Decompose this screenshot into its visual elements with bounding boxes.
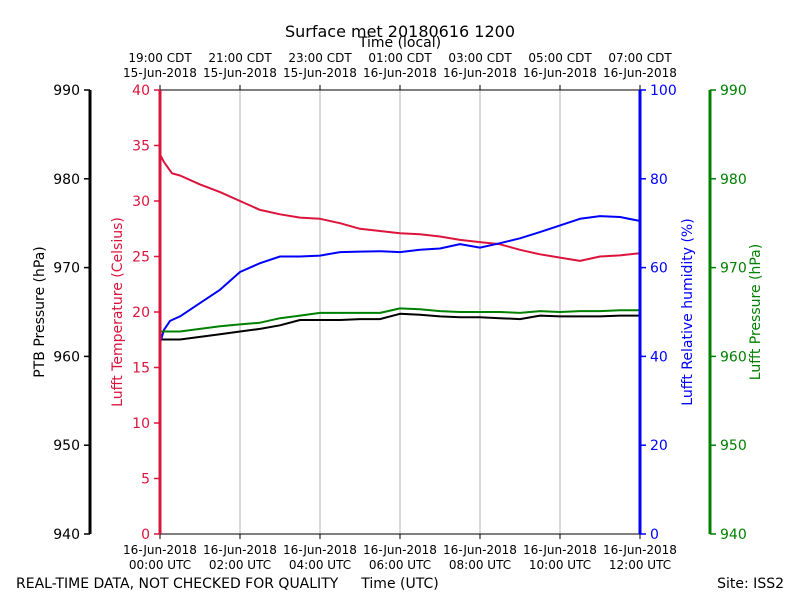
x-tick-local-date: 16-Jun-2018: [443, 66, 517, 80]
y-tick-label-lufftp: 940: [720, 527, 747, 543]
y-tick-label-lufftp: 990: [720, 83, 747, 99]
series-line-ptb: [160, 312, 640, 341]
x-tick-local-time: 07:00 CDT: [608, 51, 672, 65]
x-tick-local-date: 15-Jun-2018: [123, 66, 197, 80]
x-tick-utc-time: 06:00 UTC: [369, 558, 431, 572]
x-tick-local-time: 03:00 CDT: [448, 51, 512, 65]
top-axis-label: Time (local): [358, 35, 441, 51]
y-tick-label-ptb: 970: [53, 261, 80, 277]
x-tick-local-date: 16-Jun-2018: [363, 66, 437, 80]
y-tick-label-rh: 60: [650, 261, 668, 277]
series-line-temp: [159, 153, 641, 262]
y-tick-label-ptb: 960: [53, 349, 80, 365]
x-tick-local-time: 21:00 CDT: [208, 51, 272, 65]
x-tick-utc-date: 16-Jun-2018: [443, 543, 517, 557]
x-tick-utc-time: 12:00 UTC: [609, 558, 671, 572]
y-axis-label-temp: Lufft Temperature (Celsius): [110, 217, 126, 407]
y-tick-label-lufftp: 950: [720, 438, 747, 454]
y-tick-label-temp: 15: [132, 361, 150, 377]
x-tick-utc-time: 00:00 UTC: [129, 558, 191, 572]
x-tick-utc-time: 08:00 UTC: [449, 558, 511, 572]
x-tick-utc-date: 16-Jun-2018: [203, 543, 277, 557]
y-tick-label-lufftp: 960: [720, 349, 747, 365]
chart-title: Surface met 20180616 1200: [285, 22, 515, 41]
x-tick-utc-date: 16-Jun-2018: [603, 543, 677, 557]
y-tick-label-ptb: 940: [53, 527, 80, 543]
y-tick-label-lufftp: 980: [720, 172, 747, 188]
y-tick-label-rh: 80: [650, 172, 668, 188]
y-tick-label-temp: 5: [141, 472, 150, 488]
series-lines: [159, 153, 641, 344]
y-tick-label-temp: 30: [132, 194, 150, 210]
y-tick-label-temp: 25: [132, 250, 150, 266]
series-line-lufftp: [160, 307, 640, 333]
y-tick-label-ptb: 950: [53, 438, 80, 454]
y-tick-label-temp: 35: [132, 139, 150, 155]
y-tick-label-temp: 10: [132, 416, 150, 432]
x-tick-local-time: 05:00 CDT: [528, 51, 592, 65]
y-axis-label-ptb: PTB Pressure (hPa): [32, 246, 48, 377]
x-tick-local-time: 23:00 CDT: [288, 51, 352, 65]
x-tick-utc-time: 04:00 UTC: [289, 558, 351, 572]
y-tick-label-rh: 0: [650, 527, 659, 543]
y-axis-label-lufftp: Lufft Pressure (hPa): [748, 244, 764, 380]
x-tick-utc-date: 16-Jun-2018: [123, 543, 197, 557]
x-tick-utc-date: 16-Jun-2018: [523, 543, 597, 557]
y-tick-label-temp: 40: [132, 83, 150, 99]
x-tick-local-date: 16-Jun-2018: [603, 66, 677, 80]
y-tick-label-rh: 40: [650, 349, 668, 365]
y-tick-label-rh: 100: [650, 83, 677, 99]
x-tick-local-time: 19:00 CDT: [128, 51, 192, 65]
site-label: Site: ISS2: [717, 576, 784, 592]
x-tick-local-date: 15-Jun-2018: [283, 66, 357, 80]
y-tick-label-temp: 20: [132, 305, 150, 321]
y-tick-label-ptb: 990: [53, 83, 80, 99]
y-tick-label-temp: 0: [141, 527, 150, 543]
y-tick-label-lufftp: 970: [720, 261, 747, 277]
x-tick-utc-time: 10:00 UTC: [529, 558, 591, 572]
x-tick-utc-date: 16-Jun-2018: [363, 543, 437, 557]
series-line-rh: [159, 215, 641, 344]
x-tick-local-date: 15-Jun-2018: [203, 66, 277, 80]
x-tick-utc-time: 02:00 UTC: [209, 558, 271, 572]
x-tick-local-date: 16-Jun-2018: [523, 66, 597, 80]
x-tick-local-time: 01:00 CDT: [368, 51, 432, 65]
y-tick-label-rh: 20: [650, 438, 668, 454]
y-tick-label-ptb: 980: [53, 172, 80, 188]
x-axis-label: Time (UTC): [360, 576, 438, 592]
y-axis-label-rh: Lufft Relative humidity (%): [680, 218, 696, 405]
x-tick-utc-date: 16-Jun-2018: [283, 543, 357, 557]
quality-disclaimer: REAL-TIME DATA, NOT CHECKED FOR QUALITY: [16, 576, 339, 592]
